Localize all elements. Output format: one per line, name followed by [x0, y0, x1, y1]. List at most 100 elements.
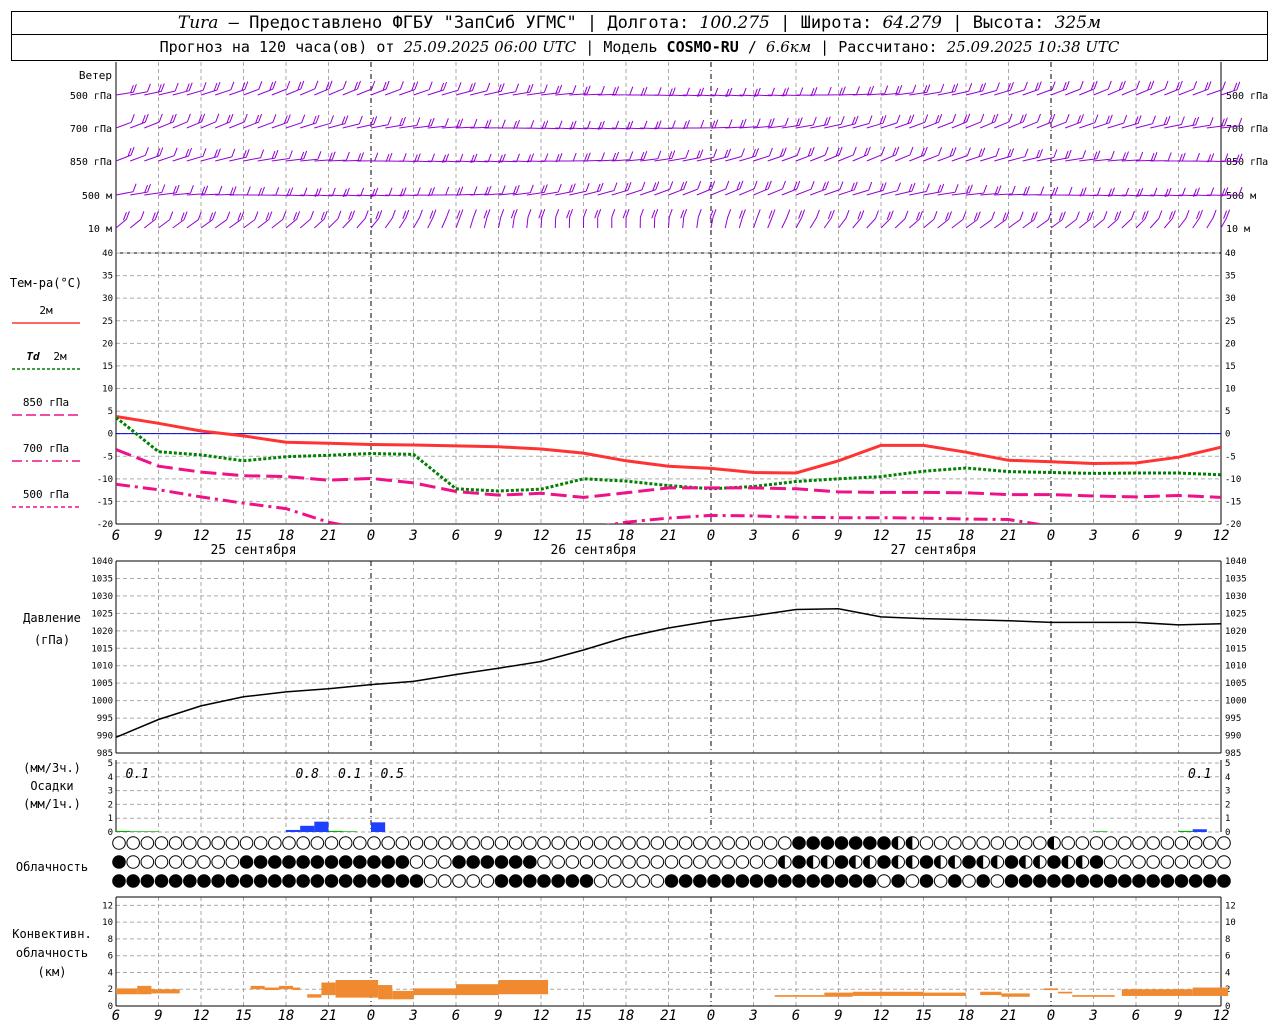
wind-barb [300, 80, 319, 96]
wind-barb [923, 114, 943, 129]
wind-barb [1121, 151, 1144, 162]
wind-barb [1093, 80, 1112, 96]
wind-barb [200, 185, 223, 196]
cloud-circle [721, 855, 735, 869]
pres-ytick: 1000 [91, 697, 113, 707]
hour-tick-label-bottom: 6 [112, 1008, 120, 1024]
hour-tick-label-top: 0 [367, 528, 375, 544]
cloud-circle [423, 836, 438, 850]
pres-ytick-right: 995 [1225, 714, 1241, 724]
wind-barb [852, 115, 873, 129]
cloud-fill-full [863, 874, 877, 888]
wind-barb [1079, 150, 1101, 162]
cloud-circle [678, 836, 693, 850]
temp-series-solid [116, 415, 1221, 475]
wind-barb [980, 147, 1000, 162]
wind-barb [908, 210, 923, 229]
hour-tick-label-top: 12 [873, 528, 890, 544]
cloud-circle [593, 836, 608, 850]
conv-bar [456, 984, 499, 996]
wind-barb [427, 81, 448, 96]
wind-barb [951, 147, 971, 162]
cloud-circle [409, 855, 424, 869]
cloud-circle [693, 836, 707, 850]
temp-ytick-right: 5 [1225, 407, 1230, 417]
cloud-fill-full [367, 855, 381, 869]
cloud-circle [749, 836, 764, 850]
wind-barb [852, 210, 865, 229]
wind-barb [725, 180, 744, 196]
conv-bar [1192, 987, 1229, 996]
wind-barb [597, 182, 618, 196]
wind-barb [1008, 148, 1029, 162]
wind-level-label-right: 500 м [1226, 191, 1256, 202]
wind-barb [399, 81, 419, 96]
cloud-circle [650, 855, 665, 869]
wind-barb [1065, 80, 1084, 96]
wind-barb [540, 84, 563, 96]
wind-barb [1093, 211, 1108, 229]
wind-barb [510, 209, 518, 229]
conv-bar [1121, 989, 1193, 996]
wind-barb [186, 211, 202, 229]
cloud-fill-full [821, 836, 834, 850]
hour-tick-label-bottom: 12 [193, 1008, 210, 1024]
wind-barb [583, 85, 605, 96]
wind-barb [965, 184, 988, 196]
wind-level-label: 500 м [82, 191, 112, 202]
wind-barb [937, 184, 959, 196]
wind-barb [640, 181, 660, 196]
cloud-circle [296, 836, 310, 850]
conv-bar [278, 985, 294, 990]
cloud-circle [1174, 836, 1189, 850]
wind-barb [285, 80, 305, 96]
wind-barb [795, 147, 815, 162]
wind-barb [1150, 80, 1169, 96]
cloud-circle [1203, 836, 1217, 850]
wind-barb [640, 150, 662, 162]
cloud-fill-full [891, 874, 905, 888]
cloud-circle [1160, 855, 1175, 869]
cloud-fill-full [183, 874, 197, 888]
wind-barb [328, 80, 347, 96]
pres-ytick: 1040 [91, 557, 113, 567]
wind-barb [186, 185, 209, 196]
cloud-circle [183, 836, 197, 850]
pres-ytick: 995 [97, 714, 113, 724]
wind-barb [569, 152, 591, 162]
temp-ytick: -20 [97, 520, 113, 530]
wind-barb [909, 183, 930, 196]
temp-ylabel: Тем-ра(°C) [10, 276, 82, 290]
hour-tick-label-bottom: 3 [748, 1008, 757, 1024]
wind-barb [229, 211, 245, 229]
hour-tick-label-bottom: 21 [660, 1008, 677, 1024]
cloud-fill-full [920, 855, 933, 869]
cloud-fill-full [282, 855, 296, 869]
cloud-circle [608, 874, 622, 888]
wind-barb [809, 209, 820, 229]
wind-barb [130, 83, 151, 96]
cloud-circle [197, 855, 211, 869]
wind-barb [795, 181, 815, 196]
wind-barb [271, 150, 293, 162]
conv-ytick: 0 [108, 1002, 113, 1012]
cloud-circle [310, 836, 325, 850]
wind-barb [555, 85, 577, 96]
wind-barb [115, 183, 137, 196]
cloud-circle [1174, 855, 1189, 869]
wind-barb [158, 113, 177, 129]
wind-barb [385, 81, 404, 96]
pres-yunit: (гПа) [34, 633, 70, 647]
cloud-circle [126, 836, 140, 850]
wind-barb [824, 181, 844, 196]
wind-barb [611, 120, 634, 131]
wind-barb [625, 181, 646, 196]
conv-bar [774, 995, 825, 997]
hour-tick-label-bottom: 18 [278, 1008, 295, 1024]
cloud-circle [480, 836, 495, 850]
cloud-circle [225, 855, 240, 869]
wind-barb [753, 180, 772, 196]
wind-barb [767, 180, 786, 196]
cloud-circle [409, 836, 424, 850]
wind-barb [923, 183, 945, 196]
